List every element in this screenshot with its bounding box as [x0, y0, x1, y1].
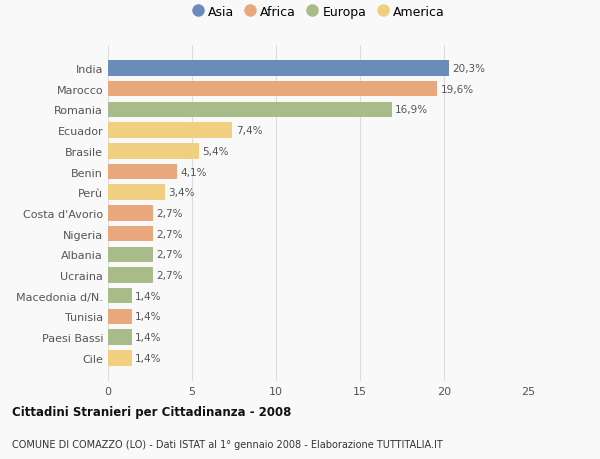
Text: 16,9%: 16,9% [395, 105, 428, 115]
Bar [108, 309, 131, 325]
Text: 2,7%: 2,7% [157, 270, 183, 280]
Text: 7,4%: 7,4% [236, 126, 262, 136]
Text: Cittadini Stranieri per Cittadinanza - 2008: Cittadini Stranieri per Cittadinanza - 2… [12, 405, 292, 419]
Bar [108, 268, 154, 283]
Bar [108, 144, 199, 159]
Text: COMUNE DI COMAZZO (LO) - Dati ISTAT al 1° gennaio 2008 - Elaborazione TUTTITALIA: COMUNE DI COMAZZO (LO) - Dati ISTAT al 1… [12, 440, 443, 449]
Bar [108, 330, 131, 345]
Text: 2,7%: 2,7% [157, 208, 183, 218]
Bar [108, 61, 449, 77]
Text: 4,1%: 4,1% [180, 167, 207, 177]
Bar [108, 206, 154, 221]
Bar [108, 247, 154, 263]
Text: 5,4%: 5,4% [202, 146, 229, 157]
Bar [108, 350, 131, 366]
Bar [108, 102, 392, 118]
Bar [108, 164, 177, 180]
Bar [108, 226, 154, 242]
Text: 2,7%: 2,7% [157, 250, 183, 260]
Text: 1,4%: 1,4% [135, 332, 161, 342]
Bar [108, 185, 165, 201]
Text: 20,3%: 20,3% [452, 64, 485, 74]
Bar [108, 288, 131, 304]
Text: 1,4%: 1,4% [135, 312, 161, 322]
Legend: Asia, Africa, Europa, America: Asia, Africa, Europa, America [188, 2, 448, 22]
Bar [108, 82, 437, 97]
Text: 1,4%: 1,4% [135, 353, 161, 363]
Bar [108, 123, 232, 139]
Text: 3,4%: 3,4% [169, 188, 195, 198]
Text: 2,7%: 2,7% [157, 229, 183, 239]
Text: 1,4%: 1,4% [135, 291, 161, 301]
Text: 19,6%: 19,6% [440, 84, 474, 95]
